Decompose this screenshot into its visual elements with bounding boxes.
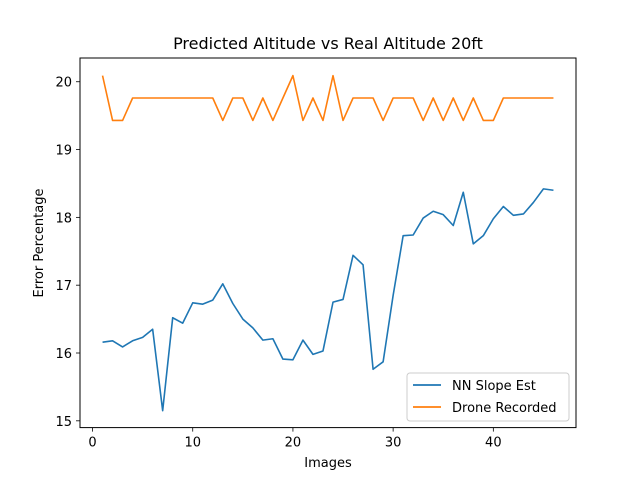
y-tick-label: 19 [55, 144, 72, 159]
legend-label-nn-slope-est: NN Slope Est [452, 379, 536, 394]
legend-box [406, 372, 570, 422]
x-tick-label: 10 [184, 436, 201, 451]
chart-title: Predicted Altitude vs Real Altitude 20ft [173, 34, 483, 53]
y-tick-label: 15 [55, 415, 72, 430]
x-tick-label: 40 [485, 436, 502, 451]
series-line-drone-recorded [101, 74, 554, 122]
y-axis-label: Error Percentage [32, 189, 47, 298]
y-tick-label: 20 [55, 76, 72, 91]
x-tick-label: 0 [88, 436, 96, 451]
y-tick-label: 18 [55, 211, 72, 226]
y-tick-label: 16 [55, 347, 72, 362]
x-axis-label: Images [304, 456, 352, 471]
y-tick-label: 17 [55, 279, 72, 294]
x-tick-label: 30 [385, 436, 402, 451]
plot-area [101, 74, 554, 412]
x-axis: 0 10 20 30 40 [88, 427, 502, 451]
axes-frame [79, 57, 577, 429]
y-axis: 15 16 17 18 19 20 [55, 76, 80, 430]
legend-label-drone-recorded: Drone Recorded [452, 401, 557, 416]
series-line-nn-slope-est [102, 188, 554, 412]
x-tick-label: 20 [285, 436, 302, 451]
legend: NN Slope Est Drone Recorded [406, 372, 570, 422]
